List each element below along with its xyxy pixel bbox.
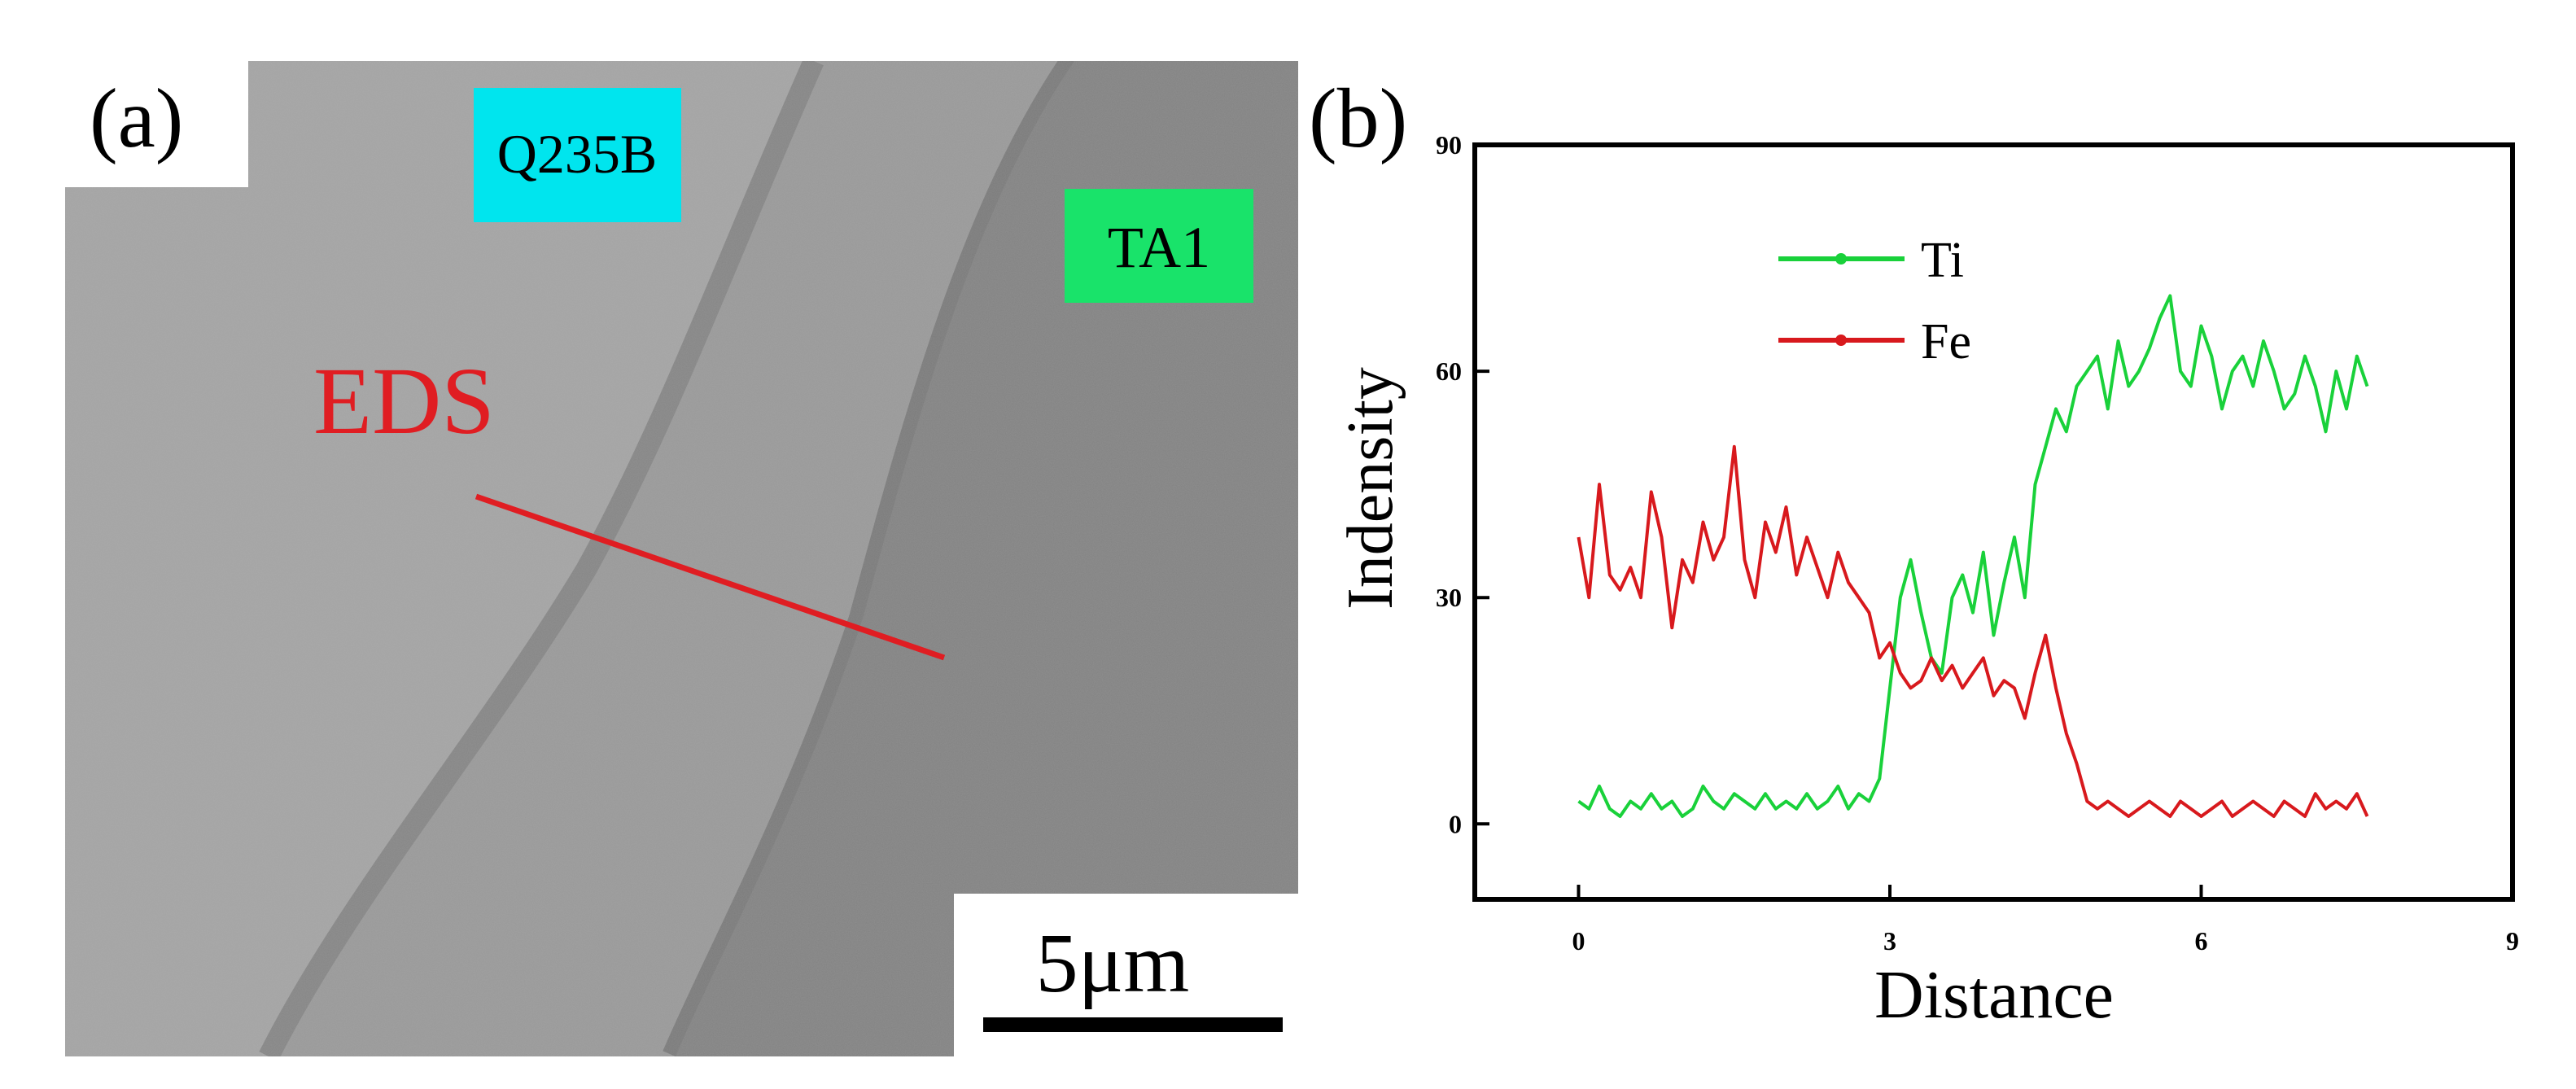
x-tick-label: 3 <box>1883 926 1896 956</box>
y-tick-label: 60 <box>1436 356 1462 386</box>
panel-a-label: (a) <box>90 72 183 165</box>
panel-b-label: (b) <box>1309 72 1407 165</box>
y-axis-label: Indensity <box>1335 367 1406 610</box>
legend-marker-fe <box>1835 335 1847 346</box>
legend-label-ti: Ti <box>1921 233 1964 288</box>
x-tick-label: 6 <box>2195 926 2208 956</box>
y-tick-label: 30 <box>1436 583 1462 612</box>
legend-label-fe: Fe <box>1921 314 1971 370</box>
eds-scan-line <box>475 493 946 661</box>
scale-bar <box>983 1017 1283 1032</box>
legend: Ti Fe <box>1778 233 1971 370</box>
ta1-tag <box>1065 189 1253 303</box>
series-layer <box>1577 294 2369 818</box>
plot-frame <box>1472 142 2515 902</box>
panel-a: (a) Q235B TA1 EDS 5μm <box>65 61 1298 1056</box>
scale-bar-label: 5μm <box>1036 916 1190 1010</box>
ta1-label: TA1 <box>1108 215 1210 280</box>
legend-marker-ti <box>1835 253 1847 265</box>
x-axis-label: Distance <box>1874 957 2114 1033</box>
x-tick-label: 9 <box>2506 926 2519 956</box>
x-tick-label: 0 <box>1572 926 1585 956</box>
y-tick-label: 90 <box>1436 130 1462 160</box>
panel-a-label-bg <box>65 61 248 187</box>
eds-label: EDS <box>313 348 495 454</box>
q235b-tag <box>474 88 681 222</box>
series-line-ti <box>1577 294 2369 818</box>
y-tick-label: 0 <box>1449 809 1462 838</box>
series-line-fe <box>1577 444 2369 818</box>
q235b-label: Q235B <box>497 123 657 185</box>
